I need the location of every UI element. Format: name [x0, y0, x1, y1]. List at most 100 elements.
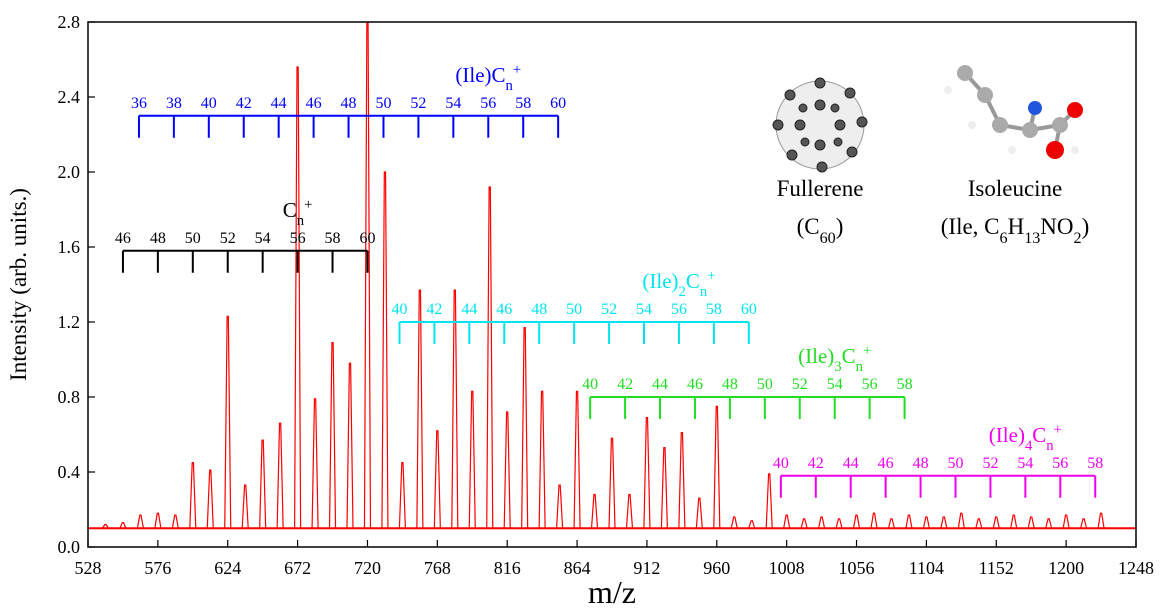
text-part: n	[506, 78, 514, 94]
y-tick-label: 2.0	[58, 162, 81, 182]
text-part: 2	[679, 284, 686, 300]
ladder-label: 56	[671, 301, 687, 318]
peak	[382, 172, 388, 528]
peak	[172, 515, 178, 528]
peak	[1081, 519, 1087, 528]
text-part: 13	[1024, 230, 1040, 247]
peak	[819, 517, 825, 528]
text-part: (C	[797, 214, 820, 239]
text-part: +	[1054, 422, 1062, 438]
ladder-label: 54	[827, 376, 843, 393]
peak	[696, 498, 702, 528]
ladder-name: (Ile)Cn+	[455, 62, 521, 94]
ladder-label: 56	[1052, 455, 1068, 472]
ladder-label: 58	[1087, 455, 1103, 472]
peak	[137, 515, 143, 528]
peak	[277, 423, 283, 528]
ladder-label: 46	[115, 230, 131, 247]
molecule-name: Fullerene	[777, 176, 864, 201]
ladder-label: 60	[359, 230, 375, 247]
ladder-label: 46	[878, 455, 894, 472]
ladder-label: 40	[773, 455, 789, 472]
peak	[312, 399, 318, 528]
peak	[976, 519, 982, 528]
fullerene-icon	[773, 78, 867, 172]
x-tick-label: 576	[144, 558, 171, 578]
ladder-label: 46	[687, 376, 703, 393]
text-part: n	[1046, 438, 1054, 454]
y-tick-label: 2.4	[58, 87, 81, 107]
ladder-label: 42	[236, 95, 252, 112]
peak	[557, 485, 563, 528]
text-part: C	[1032, 423, 1046, 447]
ladder-label: 40	[582, 376, 598, 393]
ladder-label: 56	[862, 376, 878, 393]
peak	[958, 513, 964, 528]
peak	[906, 515, 912, 528]
ladder-label: 46	[306, 95, 322, 112]
peak	[539, 391, 545, 528]
peak	[364, 22, 370, 528]
peak	[452, 290, 458, 528]
ladder-label: 50	[185, 230, 201, 247]
ladder-label: 56	[290, 230, 306, 247]
text-part: 60	[820, 230, 836, 247]
chart: 5285766246727207688168649129601008105611…	[0, 0, 1162, 610]
x-tick-label: 528	[75, 558, 102, 578]
ladder-label: 44	[652, 376, 668, 393]
ladder: 36384042444648505254565860	[131, 95, 566, 138]
x-tick-label: 1152	[979, 558, 1014, 578]
text-part: C	[842, 344, 856, 368]
ladder-label: 52	[410, 95, 426, 112]
x-tick-label: 768	[424, 558, 451, 578]
y-tick-label: 1.6	[58, 237, 81, 257]
text-part: C	[283, 198, 297, 222]
peak	[801, 519, 807, 528]
ladder-label: 52	[220, 230, 236, 247]
peak	[1011, 515, 1017, 528]
text-part: )	[836, 214, 844, 239]
ladder-label: 38	[166, 95, 182, 112]
peak	[295, 67, 301, 528]
text-part: Fullerene	[777, 176, 864, 201]
peak	[731, 517, 737, 528]
ladder-label: 54	[255, 230, 271, 247]
ladder-label: 52	[792, 376, 808, 393]
ladder-label: 48	[150, 230, 166, 247]
peak	[836, 519, 842, 528]
peak	[574, 391, 580, 528]
peak	[679, 433, 685, 529]
ladder-label: 60	[741, 301, 757, 318]
ladder-label: 48	[341, 95, 357, 112]
x-tick-label: 624	[214, 558, 241, 578]
ladder-label: 48	[913, 455, 929, 472]
text-part: 3	[834, 359, 841, 375]
ladder-label: 58	[515, 95, 531, 112]
molecule-formula: (C60)	[797, 214, 844, 247]
y-tick-label: 1.2	[58, 312, 81, 332]
text-part: Isoleucine	[968, 176, 1063, 201]
text-part: (Ile)	[642, 269, 678, 293]
peak	[941, 517, 947, 528]
peak	[207, 470, 213, 528]
peak	[1063, 515, 1069, 528]
ladder-label: 58	[706, 301, 722, 318]
peak	[190, 463, 196, 529]
x-tick-label: 1056	[839, 558, 875, 578]
ladder-label: 54	[1017, 455, 1033, 472]
x-tick-label: 864	[564, 558, 591, 578]
ladder-label: 50	[375, 95, 391, 112]
text-part: n	[700, 284, 708, 300]
ladder-label: 50	[948, 455, 964, 472]
ladder-label: 56	[480, 95, 496, 112]
peak	[487, 187, 493, 528]
ladder-label: 58	[897, 376, 913, 393]
ladder-name: (Ile)2Cn+	[642, 268, 715, 300]
ladder-label: 44	[843, 455, 859, 472]
y-tick-label: 0.4	[58, 462, 81, 482]
text-part: +	[513, 62, 521, 78]
peak	[417, 290, 423, 528]
ladder-label: 60	[550, 95, 566, 112]
